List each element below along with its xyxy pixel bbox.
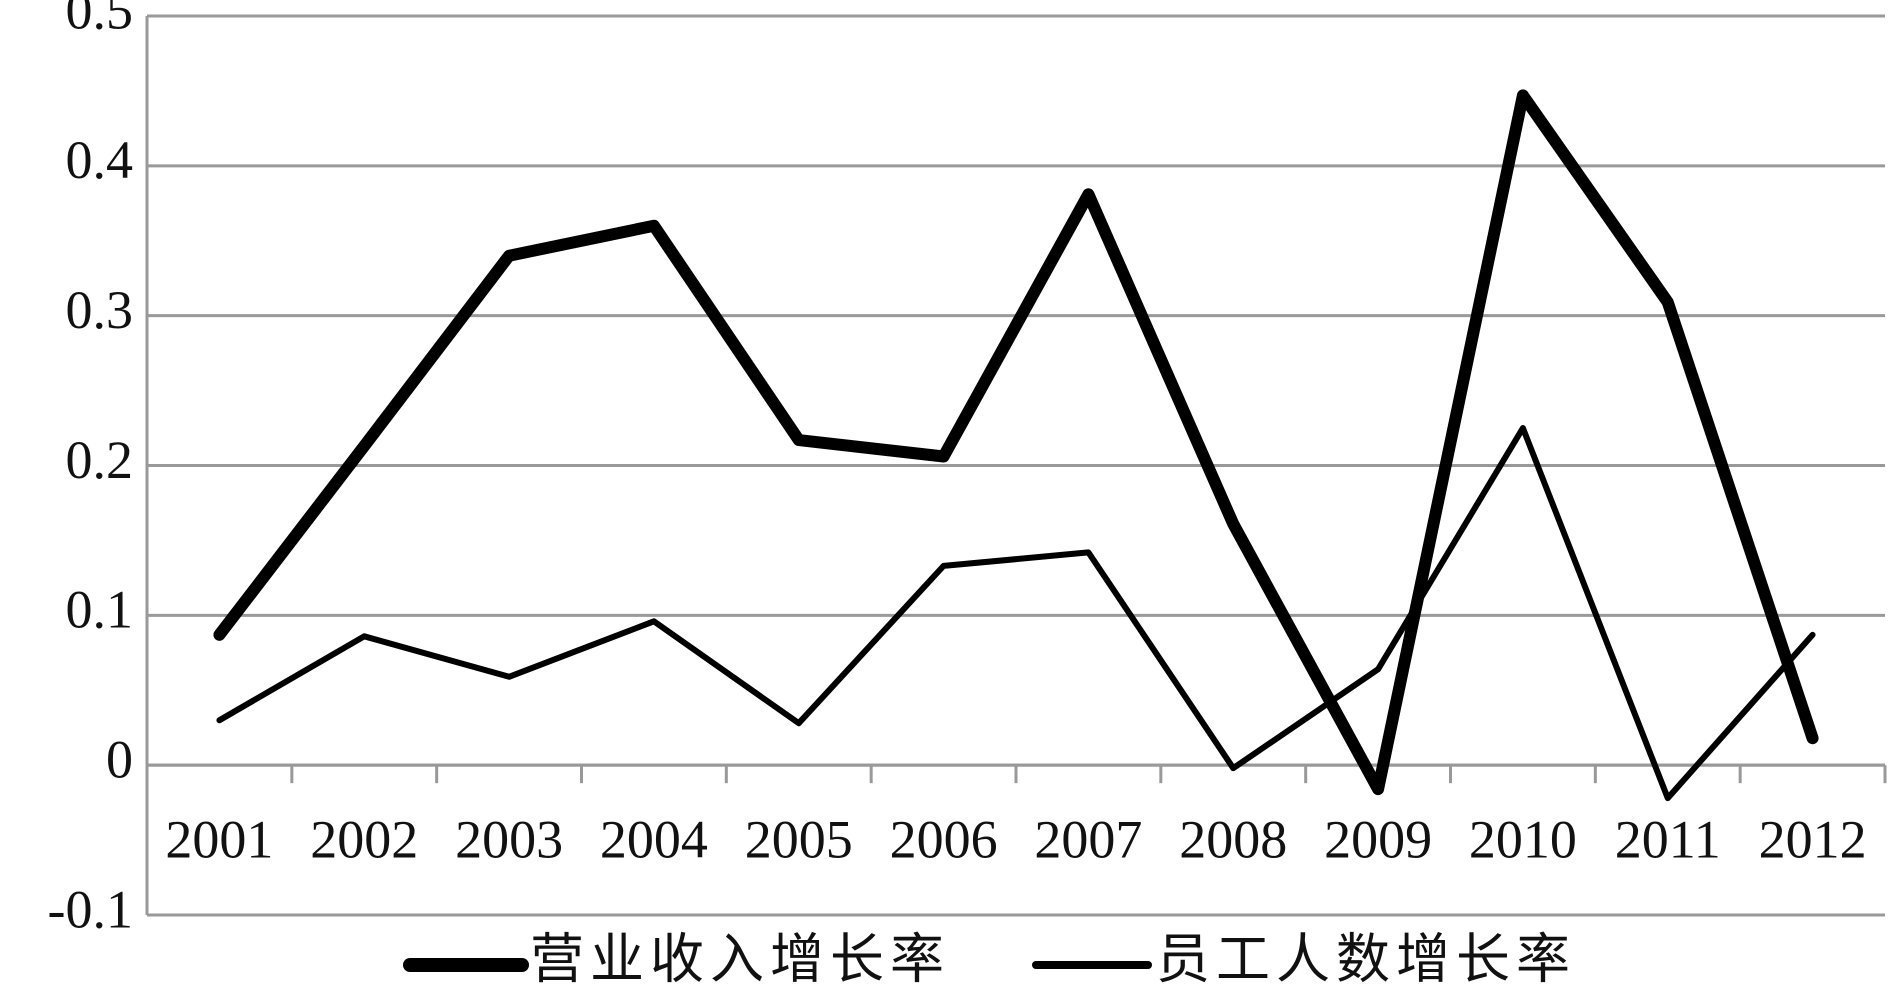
- x-tick-label: 2012: [1759, 810, 1867, 870]
- series-line: [216, 425, 1816, 802]
- x-tick-label: 2008: [1179, 810, 1287, 870]
- x-tick-label: 2005: [745, 810, 853, 870]
- x-tick-label: 2007: [1034, 810, 1142, 870]
- x-tick-label: 2009: [1324, 810, 1432, 870]
- y-tick-label: -0.1: [48, 879, 133, 939]
- x-tick-label: 2002: [310, 810, 418, 870]
- y-tick-label: 0: [106, 730, 133, 790]
- x-tick-label: 2011: [1615, 810, 1721, 870]
- series-line: [213, 89, 1819, 796]
- y-tick-label: 0.4: [66, 130, 134, 190]
- x-tick-label: 2010: [1469, 810, 1577, 870]
- legend-label: 营业收入增长率: [530, 929, 950, 989]
- x-tick-label: 2004: [600, 810, 708, 870]
- x-tick-label: 2006: [890, 810, 998, 870]
- x-tick-label: 2003: [455, 810, 563, 870]
- y-tick-label: 0.5: [66, 0, 134, 40]
- y-tick-label: 0.2: [66, 430, 134, 490]
- y-tick-label: 0.3: [66, 280, 134, 340]
- x-tick-label: 2001: [165, 810, 273, 870]
- legend-label: 员工人数增长率: [1156, 929, 1576, 989]
- y-tick-label: 0.1: [66, 580, 134, 640]
